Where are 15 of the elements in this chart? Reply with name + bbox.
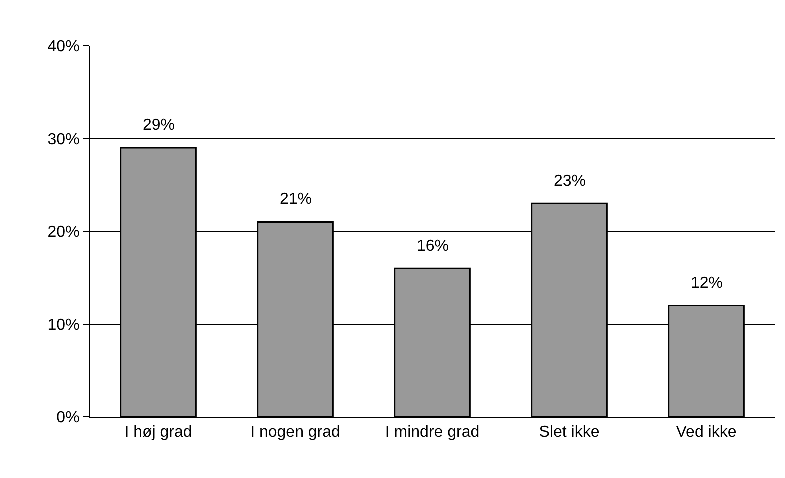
y-tick-label: 0% [56,410,80,427]
x-tick-label: I høj grad [124,424,192,442]
y-tick-label: 20% [48,224,80,242]
x-tick-label: Ved ikke [676,424,737,442]
y-tick-label: 10% [48,316,80,334]
data-label: 21% [280,191,312,208]
data-label: 23% [554,173,586,190]
x-tick-label: Slet ikke [539,424,600,442]
y-tick-label: 40% [48,38,80,56]
y-tick-label: 30% [48,131,80,148]
x-tick-label: I nogen grad [250,424,340,442]
data-label: 12% [691,275,724,292]
x-tick-label: I mindre grad [385,424,480,442]
data-label: 29% [143,117,176,134]
data-label: 16% [417,238,450,255]
